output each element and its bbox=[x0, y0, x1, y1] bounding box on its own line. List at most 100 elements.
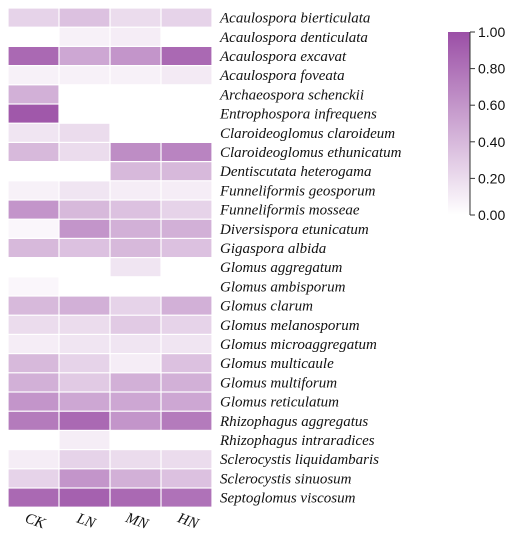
row-label: Entrophospora infrequens bbox=[219, 107, 377, 123]
heatmap-cell bbox=[59, 354, 110, 373]
heatmap-cell bbox=[110, 411, 161, 430]
heatmap-cell bbox=[8, 104, 59, 123]
row-label: Glomus melanosporum bbox=[220, 318, 360, 334]
heatmap-cell bbox=[59, 315, 110, 334]
heatmap-cell bbox=[110, 296, 161, 315]
heatmap-cell bbox=[110, 239, 161, 257]
row-label: Acaulospora denticulata bbox=[219, 30, 368, 46]
column-label: LN bbox=[74, 510, 99, 532]
heatmap-cell bbox=[8, 27, 59, 46]
heatmap-cell bbox=[59, 66, 110, 85]
heatmap-cell bbox=[161, 239, 212, 257]
heatmap-cell bbox=[8, 123, 59, 142]
heatmap-cell bbox=[8, 335, 59, 353]
row-label: Septoglomus viscosum bbox=[220, 491, 356, 507]
row-label: Dentiscutata heterogama bbox=[219, 164, 372, 180]
row-label: Rhizophagus intraradices bbox=[219, 433, 375, 449]
heatmap-cells bbox=[8, 8, 212, 507]
heatmap-cell bbox=[110, 8, 161, 27]
heatmap-cell bbox=[110, 219, 161, 238]
heatmap-cell bbox=[110, 392, 161, 411]
colorbar-tick-label: 0.00 bbox=[478, 207, 505, 223]
heatmap-cell bbox=[59, 296, 110, 315]
heatmap-cell bbox=[110, 200, 161, 219]
heatmap-cell bbox=[8, 296, 59, 315]
row-label: Diversispora etunicatum bbox=[219, 222, 369, 238]
heatmap-cell bbox=[59, 8, 110, 27]
heatmap-cell bbox=[161, 219, 212, 238]
heatmap-cell bbox=[8, 373, 59, 392]
heatmap-cell bbox=[110, 143, 161, 161]
heatmap-cell bbox=[161, 85, 212, 104]
heatmap-cell bbox=[161, 8, 212, 27]
heatmap-cell bbox=[8, 8, 59, 27]
row-label: Rhizophagus aggregatus bbox=[219, 414, 368, 430]
heatmap-cell bbox=[161, 27, 212, 46]
row-label: Glomus multicaule bbox=[220, 356, 334, 372]
heatmap-cell bbox=[8, 431, 59, 449]
heatmap-cell bbox=[161, 431, 212, 449]
row-label: Glomus multiforum bbox=[220, 375, 337, 391]
heatmap-cell bbox=[8, 277, 59, 296]
heatmap-cell bbox=[161, 335, 212, 353]
row-label: Acaulospora excavat bbox=[219, 49, 347, 65]
heatmap-cell bbox=[59, 181, 110, 200]
heatmap-cell bbox=[110, 277, 161, 296]
column-label: MN bbox=[123, 510, 151, 533]
heatmap-cell bbox=[8, 354, 59, 373]
colorbar-tick-label: 0.80 bbox=[478, 61, 505, 77]
colorbar: 0.00 0.20 0.40 0.60 0.80 1.00 bbox=[448, 24, 505, 223]
colorbar-gradient bbox=[448, 32, 470, 215]
row-label: Acaulospora bierticulata bbox=[219, 11, 370, 27]
heatmap-cell bbox=[59, 431, 110, 449]
heatmap-cell bbox=[110, 66, 161, 85]
row-label: Funneliformis geosporum bbox=[219, 183, 376, 199]
heatmap-cell bbox=[59, 104, 110, 123]
heatmap-cell bbox=[8, 219, 59, 238]
heatmap-cell bbox=[59, 392, 110, 411]
heatmap-cell bbox=[59, 200, 110, 219]
heatmap-cell bbox=[161, 277, 212, 296]
heatmap-cell bbox=[161, 411, 212, 430]
heatmap-cell bbox=[59, 335, 110, 353]
heatmap-cell bbox=[110, 47, 161, 65]
row-label: Gigaspora albida bbox=[220, 241, 326, 257]
row-label: Glomus microaggregatum bbox=[220, 337, 377, 353]
row-label: Glomus clarum bbox=[220, 299, 313, 315]
heatmap-cell bbox=[110, 431, 161, 449]
heatmap-cell bbox=[59, 27, 110, 46]
heatmap-cell bbox=[59, 123, 110, 142]
heatmap-cell bbox=[110, 450, 161, 469]
heatmap-cell bbox=[8, 143, 59, 161]
heatmap-cell bbox=[161, 488, 212, 507]
heatmap-cell bbox=[59, 219, 110, 238]
heatmap-cell bbox=[59, 277, 110, 296]
column-label: HN bbox=[174, 510, 201, 533]
heatmap-cell bbox=[8, 258, 59, 277]
heatmap-cell bbox=[161, 104, 212, 123]
heatmap-cell bbox=[161, 47, 212, 65]
heatmap-cell bbox=[161, 392, 212, 411]
heatmap-cell bbox=[110, 258, 161, 277]
heatmap-cell bbox=[110, 373, 161, 392]
heatmap-cell bbox=[161, 258, 212, 277]
heatmap-cell bbox=[161, 123, 212, 142]
heatmap-cell bbox=[8, 239, 59, 257]
heatmap-cell bbox=[161, 296, 212, 315]
heatmap-cell bbox=[161, 315, 212, 334]
heatmap-cell bbox=[59, 450, 110, 469]
row-label: Sclerocystis sinuosum bbox=[220, 471, 352, 487]
heatmap-cell bbox=[8, 450, 59, 469]
heatmap-cell bbox=[59, 469, 110, 488]
column-labels: CK LN MN HN bbox=[23, 510, 202, 533]
heatmap-cell bbox=[110, 469, 161, 488]
heatmap-cell bbox=[8, 315, 59, 334]
heatmap-cell bbox=[59, 143, 110, 161]
row-label: Glomus reticulatum bbox=[220, 395, 339, 411]
column-label: CK bbox=[23, 511, 48, 533]
row-label: Archaeospora schenckii bbox=[219, 87, 364, 103]
heatmap-cell bbox=[110, 162, 161, 181]
heatmap-cell bbox=[8, 200, 59, 219]
